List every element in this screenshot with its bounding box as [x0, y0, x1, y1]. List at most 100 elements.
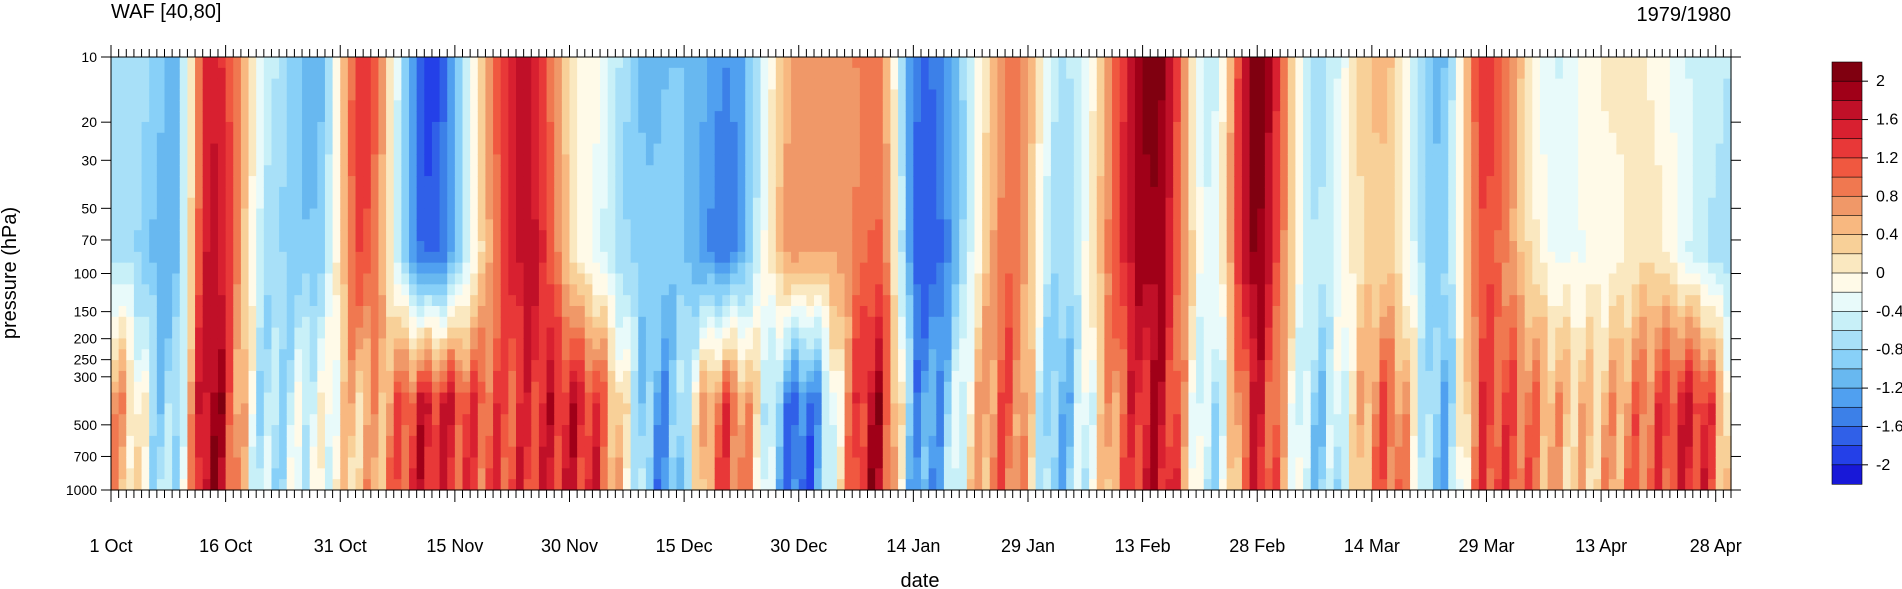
heatmap-cell	[439, 295, 448, 307]
heatmap-cell	[309, 219, 318, 231]
heatmap-cell	[836, 479, 846, 491]
heatmap-cell	[829, 176, 838, 188]
heatmap-cell	[470, 338, 479, 350]
heatmap-cell	[699, 425, 708, 437]
heatmap-cell	[500, 165, 509, 177]
heatmap-cell	[959, 435, 968, 448]
heatmap-cell	[989, 262, 999, 275]
heatmap-cell	[447, 165, 456, 177]
heatmap-cell	[477, 479, 487, 491]
heatmap-cell	[729, 230, 739, 242]
heatmap-cell	[447, 132, 456, 145]
heatmap-cell	[416, 457, 425, 469]
heatmap-cell	[500, 57, 509, 69]
heatmap-cell	[363, 327, 372, 340]
heatmap-cell	[416, 251, 425, 264]
heatmap-cell	[454, 370, 464, 383]
heatmap-cell	[118, 425, 127, 437]
heatmap-cell	[1005, 414, 1014, 426]
heatmap-cell	[821, 219, 830, 231]
heatmap-cell	[332, 176, 341, 188]
heatmap-cell	[653, 89, 662, 101]
heatmap-cell	[951, 208, 960, 220]
heatmap-cell	[783, 208, 792, 220]
heatmap-cell	[684, 132, 693, 145]
heatmap-cell	[691, 338, 700, 350]
heatmap-cell	[844, 143, 853, 156]
heatmap-cell	[126, 316, 135, 329]
heatmap-cell	[943, 219, 953, 231]
heatmap-cell	[791, 305, 800, 318]
heatmap-cell	[905, 230, 914, 242]
heatmap-cell	[821, 414, 830, 426]
heatmap-cell	[516, 414, 525, 426]
heatmap-cell	[363, 154, 372, 166]
heatmap-cell	[386, 262, 395, 275]
heatmap-cell	[462, 251, 471, 264]
heatmap-cell	[240, 338, 250, 350]
heatmap-cell	[477, 295, 487, 307]
heatmap-cell	[729, 479, 739, 491]
heatmap-cell	[699, 100, 708, 112]
heatmap-cell	[569, 381, 578, 394]
heatmap-cell	[752, 295, 762, 307]
heatmap-cell	[982, 284, 991, 296]
heatmap-cell	[248, 143, 257, 156]
heatmap-cell	[859, 78, 869, 91]
heatmap-cell	[752, 186, 762, 199]
heatmap-cell	[286, 67, 295, 80]
heatmap-cell	[905, 132, 914, 145]
heatmap-cell	[905, 284, 914, 296]
heatmap-cell	[1035, 230, 1044, 242]
heatmap-cell	[363, 479, 372, 491]
heatmap-cell	[943, 338, 953, 350]
heatmap-cell	[271, 403, 280, 415]
heatmap-cell	[149, 57, 158, 69]
heatmap-cell	[676, 89, 685, 101]
heatmap-cell	[462, 305, 471, 318]
heatmap-cell	[997, 273, 1006, 285]
heatmap-cell	[195, 327, 204, 340]
heatmap-cell	[554, 284, 563, 296]
heatmap-cell	[867, 121, 876, 134]
heatmap-cell	[928, 165, 937, 177]
heatmap-cell	[798, 186, 807, 199]
heatmap-cell	[600, 349, 609, 361]
heatmap-cell	[324, 230, 334, 242]
heatmap-cell	[294, 241, 303, 253]
heatmap-cell	[554, 392, 563, 404]
heatmap-cell	[324, 143, 334, 156]
heatmap-cell	[714, 208, 723, 220]
heatmap-cell	[951, 251, 960, 264]
heatmap-cell	[279, 89, 288, 101]
heatmap-cell	[622, 284, 632, 296]
heatmap-cell	[393, 349, 402, 361]
heatmap-cell	[645, 381, 655, 394]
heatmap-cell	[477, 305, 487, 318]
heatmap-cell	[248, 446, 257, 459]
heatmap-cell	[729, 121, 739, 134]
heatmap-cell	[294, 78, 303, 91]
heatmap-cell	[577, 165, 586, 177]
heatmap-cell	[584, 370, 594, 383]
heatmap-cell	[913, 414, 922, 426]
heatmap-cell	[195, 230, 204, 242]
heatmap-cell	[202, 425, 211, 437]
heatmap-cell	[783, 186, 792, 199]
heatmap-cell	[324, 219, 334, 231]
heatmap-cell	[1012, 78, 1021, 91]
heatmap-cell	[493, 78, 502, 91]
heatmap-cell	[202, 230, 211, 242]
heatmap-cell	[172, 165, 181, 177]
heatmap-cell	[668, 295, 678, 307]
heatmap-cell	[462, 435, 471, 448]
heatmap-cell	[409, 241, 418, 253]
heatmap-cell	[974, 446, 983, 459]
heatmap-cell	[1020, 111, 1029, 123]
heatmap-cell	[814, 208, 823, 220]
heatmap-cell	[707, 230, 716, 242]
heatmap-cell	[875, 165, 884, 177]
heatmap-cell	[156, 262, 166, 275]
heatmap-cell	[928, 305, 937, 318]
heatmap-cell	[485, 403, 494, 415]
